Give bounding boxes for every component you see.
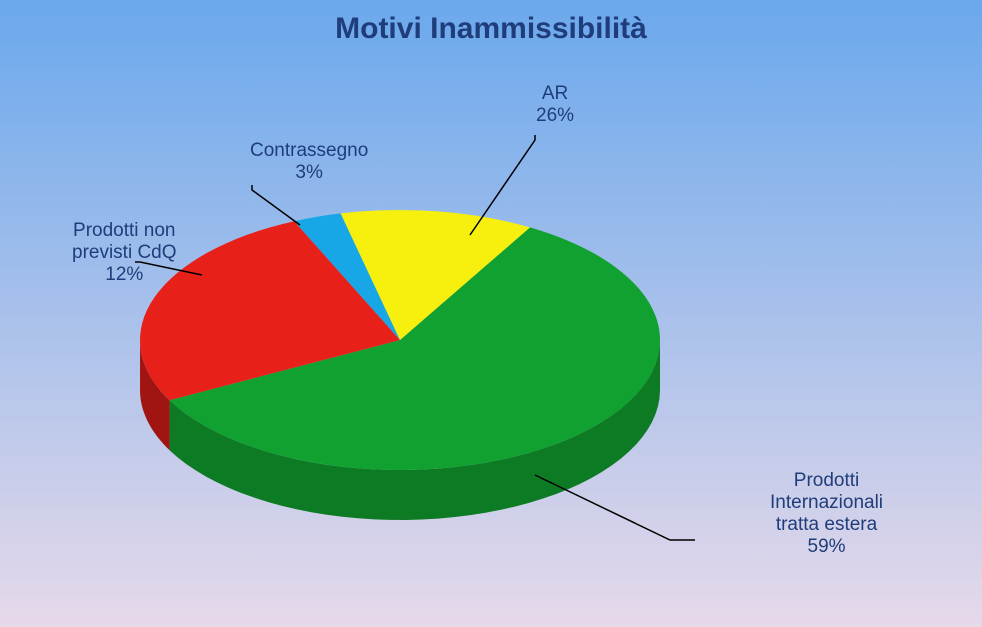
slice-label: Prodotti Internazionali tratta estera 59… — [770, 470, 883, 557]
pie-chart-container: Motivi Inammissibilità Prodotti Internaz… — [0, 0, 982, 627]
leader-line — [470, 135, 535, 235]
slice-label: Contrassegno 3% — [250, 140, 368, 184]
leader-line — [252, 185, 300, 225]
slice-label: AR 26% — [536, 83, 574, 127]
slice-label: Prodotti non previsti CdQ 12% — [72, 220, 177, 286]
